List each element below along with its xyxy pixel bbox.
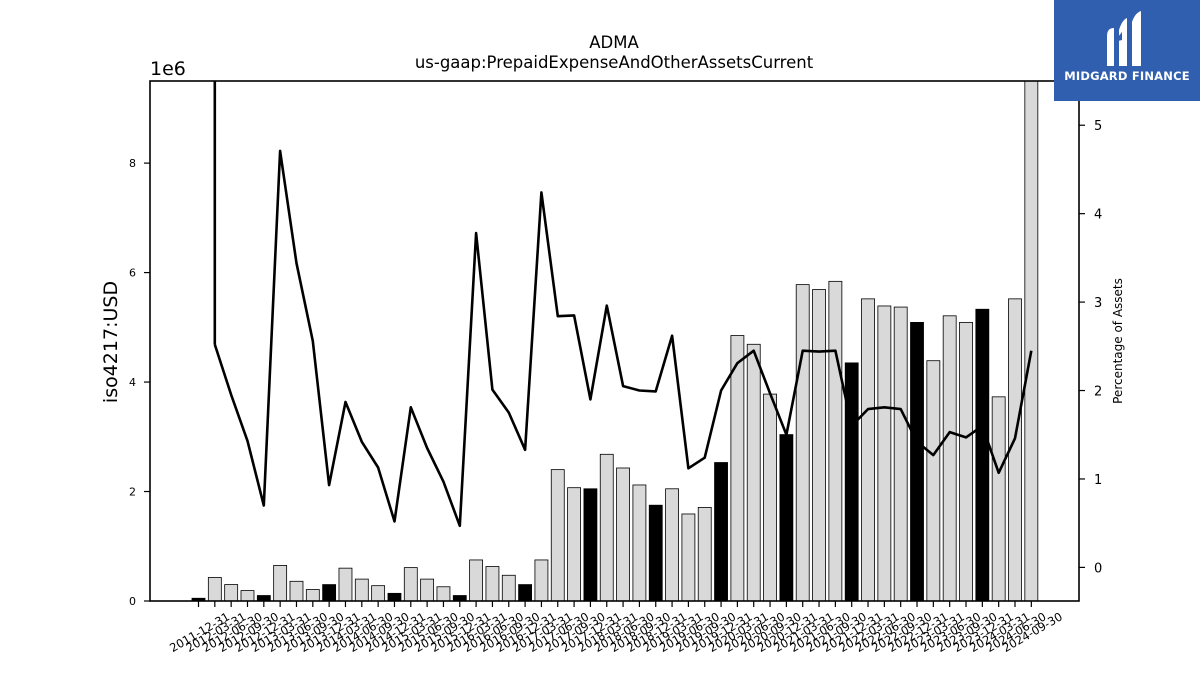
bar-2012-03-31 — [207, 577, 222, 602]
y-tick-label: 0 — [129, 595, 136, 608]
y2-tick-label: 2 — [1094, 385, 1102, 400]
y2-tick-label: 4 — [1094, 208, 1102, 223]
bar-2013-09-30 — [305, 589, 320, 602]
bar-2014-12-31 — [387, 592, 402, 602]
bar-2014-09-30 — [371, 585, 386, 602]
bar-2022-06-30 — [877, 305, 892, 602]
bar-2021-12-31 — [844, 362, 859, 602]
chart-subtitle: us-gaap:PrepaidExpenseAndOtherAssetsCurr… — [415, 53, 814, 72]
bar-2019-03-31 — [665, 488, 679, 602]
x-axis-ticks: 2011-12-312012-03-312012-06-302012-09-30… — [167, 601, 1065, 655]
y-tick-label: 4 — [129, 376, 136, 389]
bar-2016-03-31 — [469, 559, 484, 602]
bar-2014-03-31 — [338, 567, 353, 602]
bar-2022-03-31 — [861, 298, 875, 602]
bar-2021-03-31 — [795, 284, 810, 602]
bar-2020-03-31 — [730, 335, 745, 602]
bar-2023-09-30 — [959, 321, 973, 602]
bar-2020-06-30 — [746, 343, 761, 602]
bar-2024-09-30 — [1024, 80, 1039, 602]
bar-2016-06-30 — [485, 566, 500, 602]
chart-title: ADMA — [589, 33, 639, 52]
bar-2022-12-31 — [910, 321, 924, 602]
y2-tick-label: 5 — [1094, 119, 1102, 134]
percentage-line — [213, 149, 1033, 528]
bar-2023-12-31 — [975, 308, 990, 602]
y-axis-label: iso4217:USD — [100, 281, 122, 403]
y-tick-label: 8 — [129, 157, 136, 170]
bar-2016-09-30 — [501, 574, 516, 602]
bar-2013-12-31 — [322, 584, 337, 602]
bar-2017-12-31 — [583, 488, 598, 602]
bar-2019-09-30 — [697, 506, 712, 602]
bar-2017-03-31 — [534, 559, 549, 602]
y2-axis-label: Percentage of Assets — [1111, 278, 1125, 404]
bar-2020-12-31 — [779, 434, 794, 602]
y-offset-label: 1e6 — [150, 58, 186, 80]
bar-2014-06-30 — [354, 578, 369, 602]
y-tick-label: 6 — [129, 267, 136, 280]
midgard-logo-icon — [1107, 11, 1141, 66]
bar-2015-06-30 — [420, 578, 435, 602]
bar-2024-03-31 — [991, 396, 1006, 602]
bar-2015-09-30 — [436, 586, 451, 602]
y-axis-ticks: 0 2 4 6 8 — [129, 157, 150, 608]
y-tick-label: 2 — [129, 486, 136, 499]
y2-tick-label: 1 — [1094, 473, 1102, 488]
plot-frame — [149, 80, 1080, 602]
bar-2013-06-30 — [289, 580, 304, 602]
bar-2023-06-30 — [942, 315, 957, 602]
bar-2017-06-30 — [550, 469, 565, 602]
brand-logo: MIDGARD FINANCE — [1054, 0, 1200, 101]
bar-2016-12-31 — [518, 584, 532, 602]
y2-axis-ticks: 0 1 2 3 4 5 — [1079, 119, 1102, 576]
bar-2012-06-30 — [224, 584, 239, 602]
y2-tick-label: 0 — [1094, 561, 1102, 576]
bar-2013-03-31 — [273, 565, 288, 602]
bar-2019-06-30 — [681, 513, 696, 602]
bar-2023-03-31 — [926, 360, 941, 602]
y2-tick-label: 3 — [1094, 296, 1102, 311]
bar-2018-06-30 — [616, 467, 630, 602]
bar-2018-03-31 — [599, 453, 614, 602]
bar-2018-09-30 — [632, 484, 647, 602]
bar-2012-09-30 — [240, 590, 255, 602]
bar-2019-12-31 — [714, 462, 728, 602]
brand-name: MIDGARD FINANCE — [1064, 69, 1190, 83]
bar-2018-12-31 — [648, 504, 663, 602]
bar-2012-12-31 — [256, 595, 271, 602]
bar-series — [191, 80, 1039, 602]
bar-2020-09-30 — [763, 393, 777, 602]
bar-2015-03-31 — [403, 567, 418, 602]
bar-2022-09-30 — [893, 306, 908, 602]
bar-2021-06-30 — [812, 289, 826, 602]
bar-2021-09-30 — [828, 280, 843, 602]
bar-2015-12-31 — [452, 595, 467, 602]
bar-2017-09-30 — [567, 487, 581, 602]
